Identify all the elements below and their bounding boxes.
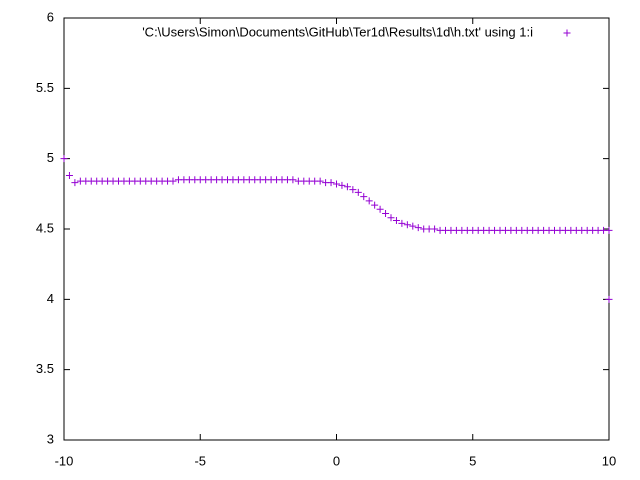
point bbox=[382, 210, 390, 218]
x-tick-label: 5 bbox=[469, 453, 476, 468]
x-tick-label: 10 bbox=[602, 453, 616, 468]
point bbox=[371, 201, 379, 209]
point bbox=[365, 197, 373, 205]
point bbox=[354, 188, 362, 196]
point bbox=[289, 176, 297, 184]
y-tick-label: 5 bbox=[47, 150, 54, 165]
point bbox=[414, 224, 422, 232]
point bbox=[327, 179, 335, 187]
point bbox=[398, 219, 406, 227]
point bbox=[349, 186, 357, 194]
y-tick-label: 3 bbox=[47, 431, 54, 446]
y-tick-label: 3.5 bbox=[36, 361, 54, 376]
point bbox=[431, 225, 439, 233]
point bbox=[605, 226, 613, 234]
point bbox=[376, 205, 384, 213]
point bbox=[343, 183, 351, 191]
point bbox=[392, 217, 400, 225]
y-tick-label: 6 bbox=[47, 9, 54, 24]
point bbox=[403, 221, 411, 229]
point bbox=[316, 177, 324, 185]
legend-label: 'C:\Users\Simon\Documents\GitHub\Ter1d\R… bbox=[142, 24, 533, 39]
y-tick-label: 4.5 bbox=[36, 220, 54, 235]
point bbox=[409, 222, 417, 230]
x-tick-label: 0 bbox=[333, 453, 340, 468]
legend-marker bbox=[563, 29, 571, 37]
x-tick-label: -10 bbox=[55, 453, 74, 468]
point bbox=[65, 172, 73, 180]
point bbox=[387, 214, 395, 222]
point bbox=[333, 180, 340, 188]
point bbox=[605, 295, 613, 303]
point bbox=[338, 181, 346, 189]
point bbox=[60, 155, 68, 163]
point bbox=[360, 193, 368, 201]
y-tick-label: 5.5 bbox=[36, 80, 54, 95]
point bbox=[169, 177, 177, 185]
point bbox=[71, 179, 79, 187]
y-tick-label: 4 bbox=[47, 291, 54, 306]
x-tick-label: -5 bbox=[194, 453, 206, 468]
